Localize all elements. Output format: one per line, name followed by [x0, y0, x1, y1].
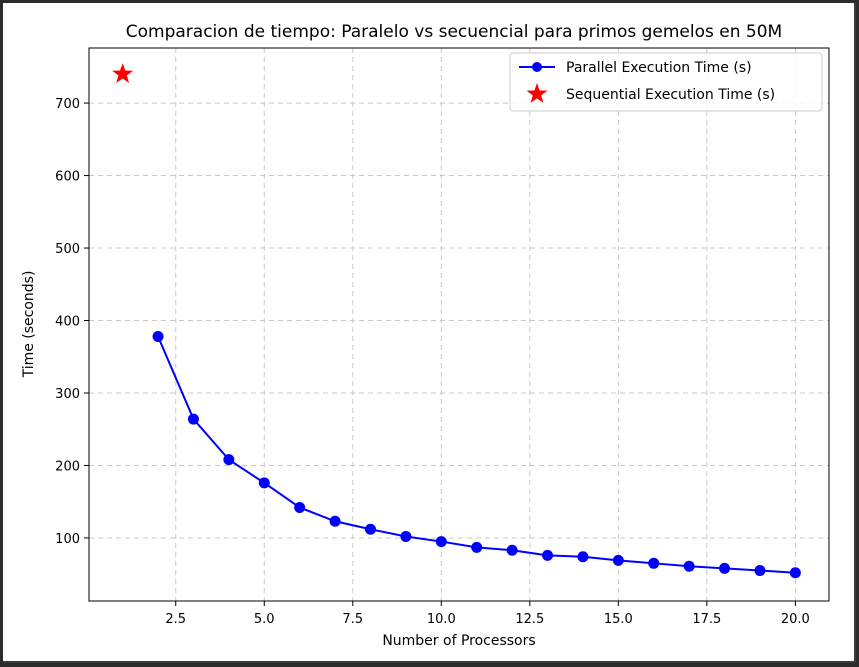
parallel-point	[223, 454, 235, 466]
y-tick-label: 700	[55, 97, 80, 112]
parallel-point	[364, 523, 376, 535]
parallel-point	[435, 536, 447, 548]
plot-area	[88, 47, 830, 602]
parallel-point	[187, 413, 199, 425]
parallel-point	[612, 554, 624, 566]
legend: Parallel Execution Time (s) Sequential E…	[509, 52, 823, 112]
x-tick-label: 20.0	[781, 612, 810, 627]
legend-label-parallel: Parallel Execution Time (s)	[566, 60, 752, 76]
x-tick-label: 7.5	[342, 612, 363, 627]
series-layer	[112, 63, 801, 579]
y-tick-label: 300	[55, 387, 80, 402]
grid	[89, 48, 829, 601]
sequential-point	[112, 63, 134, 83]
y-tick-label: 600	[55, 170, 80, 185]
parallel-point	[577, 551, 589, 563]
chart-title: Comparacion de tiempo: Paralelo vs secue…	[126, 22, 782, 42]
legend-box	[509, 52, 823, 112]
parallel-point	[719, 562, 731, 574]
parallel-point	[400, 530, 412, 542]
parallel-point	[789, 567, 801, 579]
chart: Comparacion de tiempo: Paralelo vs secue…	[21, 22, 830, 649]
parallel-point	[258, 477, 270, 489]
x-ticks: 2.5 5.0 7.5 10.0 12.5 15.0 17.5 20.0	[165, 601, 810, 627]
parallel-point	[471, 541, 483, 553]
x-tick-label: 2.5	[165, 612, 186, 627]
y-tick-label: 500	[55, 242, 80, 257]
x-tick-label: 10.0	[427, 612, 456, 627]
y-ticks: 100 200 300 400 500 600 700	[55, 97, 89, 547]
legend-marker-sequential	[526, 83, 548, 103]
y-tick-label: 100	[55, 532, 80, 547]
y-tick-label: 400	[55, 315, 80, 330]
x-tick-label: 17.5	[692, 612, 721, 627]
parallel-point	[506, 544, 518, 556]
legend-label-sequential: Sequential Execution Time (s)	[566, 87, 775, 103]
parallel-point	[648, 557, 660, 569]
parallel-point	[329, 515, 341, 527]
x-tick-label: 15.0	[604, 612, 633, 627]
parallel-point	[542, 549, 554, 561]
x-tick-label: 5.0	[254, 612, 275, 627]
parallel-point	[294, 502, 306, 514]
parallel-point	[683, 560, 695, 572]
x-tick-label: 12.5	[515, 612, 544, 627]
x-axis-label: Number of Processors	[382, 633, 535, 649]
parallel-series-line	[157, 336, 796, 574]
y-axis-label: Time (seconds)	[21, 271, 37, 379]
figure-frame: Comparacion de tiempo: Paralelo vs secue…	[3, 3, 856, 663]
y-tick-label: 200	[55, 459, 80, 474]
legend-marker-parallel	[532, 62, 542, 72]
parallel-point	[754, 565, 766, 577]
parallel-point	[152, 330, 164, 342]
